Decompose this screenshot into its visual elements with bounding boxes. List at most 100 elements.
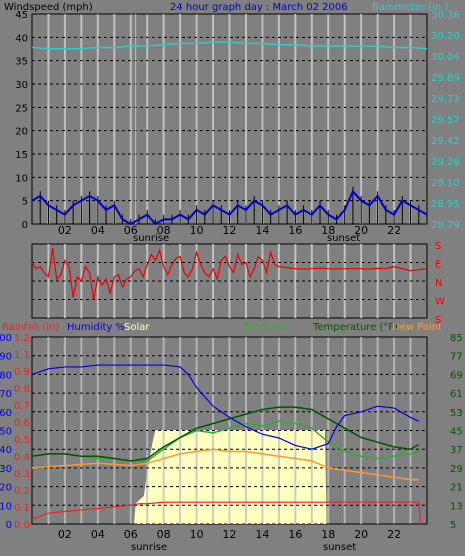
humidity-y-tick-label: 50 <box>0 427 12 438</box>
wind-x-tick-label: 22 <box>387 224 401 237</box>
rainfall-line <box>31 501 422 525</box>
temp-x-tick-label: 02 <box>58 528 72 541</box>
barometer-y-tick-label: 28.79 <box>431 220 460 231</box>
direction-y-tick-label: S <box>435 315 441 326</box>
temp-x-tick-label: 22 <box>387 528 401 541</box>
humidity-y-tick-label: 100 <box>0 333 12 344</box>
rainfall-y-tick-label: 1.1 <box>14 350 30 361</box>
wind-x-ticks: 02 04 06 08 10 12 14 16 18 20 22 <box>58 224 401 237</box>
temperature-y-tick-label: 77 <box>450 352 463 363</box>
wind-y-tick-label: 20 <box>15 127 28 138</box>
humidity-y-tick-label: 30 <box>0 464 12 475</box>
barometer-y-tick-label: 29.57 <box>431 115 460 126</box>
barometer-y-tick-label: 29.42 <box>431 136 460 147</box>
wind-series <box>31 14 428 226</box>
humidity-y-ticks: 0 10 20 30 40 50 60 70 80 90 100 <box>0 333 12 531</box>
temp-x-tick-label: 10 <box>190 528 204 541</box>
humidity-y-tick-label: 40 <box>0 445 12 456</box>
barometer-y-tick-label: 29.26 <box>431 157 460 168</box>
temp-x-tick-label: 08 <box>157 528 171 541</box>
barometer-y-tick-label: 29.89 <box>431 73 460 84</box>
barometer-y-ticks: 28.79 28.95 29.10 29.26 29.42 29.57 29.73 29.89… <box>431 10 460 231</box>
temperature-y-tick-label: 13 <box>450 501 463 512</box>
dewpoint-line <box>31 448 419 481</box>
rainfall-y-tick-label: 1.2 <box>14 333 30 344</box>
solar-legend: Solar <box>124 322 150 333</box>
rainfall-y-tick-label: 0.1 <box>14 503 30 514</box>
humidity-line <box>31 364 420 450</box>
temperature-y-ticks: 5 13 21 29 37 45 53 61 69 77 85 <box>450 333 463 531</box>
direction-vertical-grid <box>47 244 412 318</box>
direction-series <box>31 248 428 300</box>
barometer-y-tick-label: 30.04 <box>431 52 460 63</box>
temperature-y-tick-label: 53 <box>450 408 463 419</box>
wind-y-tick-label: 0 <box>22 220 28 231</box>
temp-x-tick-label: 18 <box>321 528 335 541</box>
temperature-y-tick-label: 61 <box>450 389 463 400</box>
humidity-y-tick-label: 10 <box>0 501 12 512</box>
rainfall-legend: Rainfall (in) <box>2 322 59 333</box>
temp-x-tick-label: 20 <box>354 528 368 541</box>
temp-x-tick-label: 06 <box>124 528 138 541</box>
temp-x-tick-label: 12 <box>223 528 237 541</box>
rainfall-y-tick-label: 0.0 <box>14 520 30 531</box>
rainfall-y-tick-label: 0.2 <box>14 486 30 497</box>
humidity-y-tick-label: 0 <box>6 520 12 531</box>
barometer-line <box>31 41 428 50</box>
chart-title: 24 hour graph day : March 02 2006 <box>170 2 348 13</box>
temp-humidity-panel: Rainfall (in) Humidity % Solar Windchill… <box>0 322 463 553</box>
wind-x-tick-label: 12 <box>223 224 237 237</box>
wind-x-tick-label: 20 <box>354 224 368 237</box>
wind-y-tick-label: 40 <box>15 33 28 44</box>
direction-y-tick-label: N <box>435 278 442 289</box>
temperature-y-tick-label: 85 <box>450 333 463 344</box>
temp-x-tick-label: 16 <box>288 528 302 541</box>
rainfall-y-tick-label: 0.8 <box>14 384 30 395</box>
temperature-legend: Temperature (°F) <box>312 322 398 333</box>
barometer-y-tick-label: 28.95 <box>431 199 460 210</box>
windspeed-label: Windspeed (mph) <box>4 2 93 13</box>
wind-y-ticks: 0 5 10 15 20 25 30 35 40 45 <box>15 10 28 231</box>
wind-y-tick-label: 15 <box>15 150 28 161</box>
temperature-y-tick-label: 5 <box>450 520 456 531</box>
rainfall-y-tick-label: 0.5 <box>14 435 30 446</box>
temperature-line <box>31 406 420 462</box>
humidity-y-tick-label: 20 <box>0 483 12 494</box>
direction-line <box>31 248 428 300</box>
direction-y-tick-label: E <box>435 260 441 271</box>
wind-x-tick-label: 16 <box>288 224 302 237</box>
wind-x-tick-label: 10 <box>190 224 204 237</box>
wind-vertical-grid <box>47 14 412 224</box>
barometer-y-tick-label: 29.10 <box>431 178 460 189</box>
dewpoint-legend: Dew Point <box>392 322 442 333</box>
sunset-label-2: sunset <box>323 542 356 553</box>
rainfall-y-tick-label: 0.3 <box>14 469 30 480</box>
barometer-y-tick-label: 30.20 <box>431 31 460 42</box>
wind-y-tick-label: 25 <box>15 103 28 114</box>
rainfall-y-tick-label: 0.9 <box>14 367 30 378</box>
sunrise-label-1: sunrise <box>133 233 169 244</box>
barometer-label: Barometer (in.) <box>372 2 448 13</box>
windchill-line <box>31 420 419 462</box>
humidity-y-tick-label: 70 <box>0 389 12 400</box>
wind-y-tick-label: 10 <box>15 173 28 184</box>
humidity-legend: Humidity % <box>67 322 125 333</box>
rainfall-y-tick-label: 0.4 <box>14 452 30 463</box>
wind-x-tick-label: 06 <box>124 224 138 237</box>
temperature-y-tick-label: 21 <box>450 483 463 494</box>
sunset-label-1: sunset <box>327 233 360 244</box>
windchill-legend: Windchill <box>242 322 287 333</box>
wind-y-tick-label: 45 <box>15 10 28 21</box>
rainfall-y-ticks: 0.0 0.1 0.2 0.3 0.4 0.5 0.6 0.7 0.8 0.9 1.1 1.2 <box>14 333 30 531</box>
wind-x-tick-label: 02 <box>58 224 72 237</box>
temp-series <box>31 364 422 525</box>
windspeed-line <box>31 189 428 226</box>
wind-x-tick-label: 14 <box>255 224 269 237</box>
wind-y-tick-label: 30 <box>15 80 28 91</box>
wind-x-tick-label: 04 <box>91 224 105 237</box>
